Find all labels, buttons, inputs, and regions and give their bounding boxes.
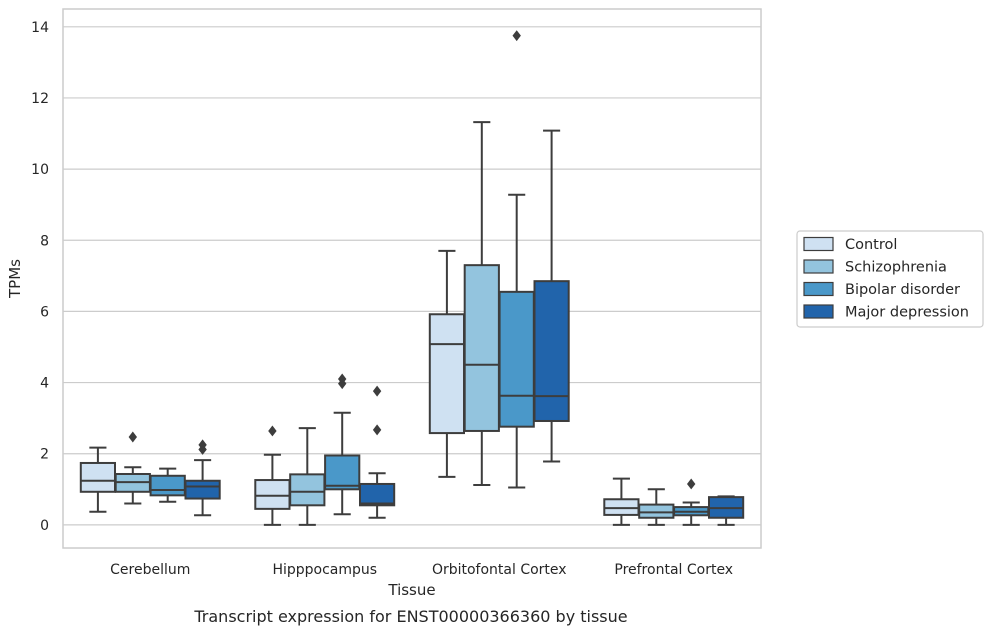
box-control — [603, 477, 640, 526]
box-major-depression — [184, 439, 221, 517]
iqr-box — [184, 479, 221, 500]
y-axis-title: TPMs — [6, 259, 24, 299]
plot-area-frame — [62, 8, 762, 549]
iqr-box — [324, 454, 361, 491]
box-major-depression — [707, 495, 745, 526]
y-tick-label: 2 — [40, 447, 49, 463]
box-schizophrenia — [638, 488, 675, 526]
x-tick-label: Cerebellum — [110, 562, 190, 578]
outlier-point — [268, 425, 277, 437]
box-schizophrenia — [463, 121, 500, 487]
box-control — [79, 446, 117, 513]
x-tick-label: Orbitofontal Cortex — [432, 562, 567, 578]
box-bipolar-disorder — [498, 30, 535, 489]
iqr-box — [149, 474, 186, 497]
box-schizophrenia — [114, 431, 151, 505]
y-tick-label: 6 — [40, 304, 49, 320]
legend-swatch — [803, 259, 834, 274]
legend-label: Major depression — [845, 305, 969, 321]
outlier-point — [198, 439, 207, 451]
y-tick-label: 8 — [40, 233, 49, 249]
box-bipolar-disorder — [324, 373, 361, 516]
legend: Control Schizophrenia Bipolar disorder Majo… — [796, 230, 984, 328]
outlier-point — [372, 424, 382, 436]
y-tick-label: 4 — [40, 376, 49, 392]
legend-swatch — [803, 281, 834, 297]
y-tick-label: 12 — [31, 91, 49, 107]
iqr-box — [254, 479, 291, 510]
box-bipolar-disorder — [673, 478, 710, 526]
legend-frame — [796, 230, 984, 328]
iqr-box — [428, 313, 466, 435]
box-control — [428, 249, 466, 478]
legend-swatch — [803, 236, 834, 252]
outlier-point — [687, 478, 696, 490]
box-major-depression — [358, 385, 396, 519]
y-axis-ticks: 0 2 4 6 8 10 12 14 — [31, 20, 49, 534]
box-bipolar-disorder — [149, 467, 186, 503]
outlier-point — [372, 385, 382, 397]
iqr-box — [533, 280, 570, 422]
box-control — [254, 425, 291, 526]
box-schizophrenia — [289, 427, 326, 526]
legend-swatch — [803, 304, 834, 319]
outlier-point — [338, 373, 347, 385]
outlier-point — [512, 30, 521, 42]
iqr-box — [498, 290, 535, 428]
x-axis-ticks: Cerebellum Hipppocampus Orbitofontal Corte… — [110, 562, 733, 578]
chart-caption: Transcript expression for ENST0000036636… — [193, 607, 627, 626]
y-tick-label: 14 — [31, 20, 49, 36]
iqr-box — [79, 461, 117, 493]
legend-label: Schizophrenia — [845, 260, 947, 276]
iqr-box — [638, 503, 675, 519]
x-axis-title: Tissue — [387, 581, 435, 599]
legend-label: Control — [845, 237, 897, 253]
y-tick-label: 10 — [31, 162, 49, 178]
box-major-depression — [533, 129, 570, 463]
iqr-box — [289, 473, 326, 507]
x-tick-label: Hipppocampus — [272, 562, 377, 578]
iqr-box — [603, 498, 640, 516]
x-tick-label: Prefrontal Cortex — [614, 562, 733, 578]
iqr-box — [463, 264, 500, 432]
boxes — [79, 30, 745, 526]
outlier-point — [128, 431, 137, 443]
iqr-box — [358, 482, 396, 507]
grid-lines — [63, 26, 761, 526]
legend-label: Bipolar disorder — [845, 282, 960, 298]
y-tick-label: 0 — [40, 518, 49, 534]
